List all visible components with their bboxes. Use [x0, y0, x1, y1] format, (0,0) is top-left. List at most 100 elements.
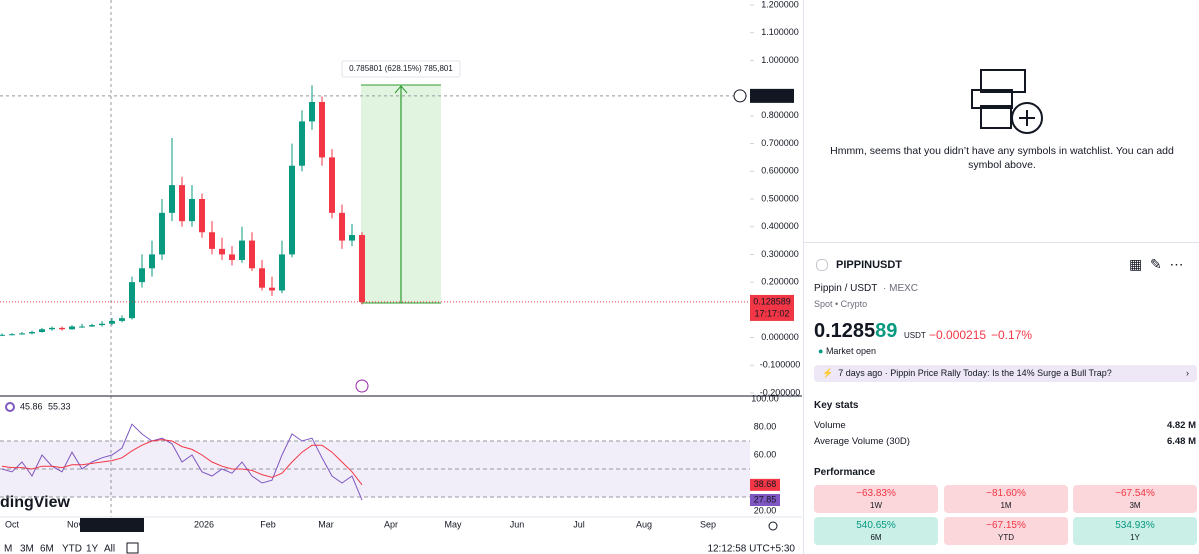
event-icon[interactable] — [355, 379, 369, 393]
candle-body — [109, 320, 115, 324]
rsi-line — [1, 423, 363, 501]
x-tick-label: Feb — [260, 519, 276, 529]
candle-body — [309, 102, 315, 122]
performance-title: Performance — [814, 467, 876, 478]
candle-body — [179, 185, 185, 222]
performance-value: −67.54% — [1115, 488, 1155, 499]
stat-value: 6.48 M — [1166, 436, 1196, 447]
symbol-ticker[interactable]: PIPPINUSDT — [836, 259, 903, 271]
stat-label: Average Volume (30D) — [814, 436, 910, 447]
rsi-tick-label: 20.00 — [754, 505, 777, 515]
candle-body — [199, 199, 205, 233]
candle-body — [49, 327, 55, 330]
candle-body — [59, 327, 65, 330]
y-tick-label: 1.100000 — [761, 27, 799, 37]
symbol-exchange: · MEXC — [883, 283, 918, 294]
performance-cell[interactable]: −67.54% 3M — [1073, 485, 1197, 513]
candle-body — [89, 325, 95, 327]
candle-body — [149, 254, 155, 269]
symbol-kind: Spot • Crypto — [814, 299, 868, 309]
candle-body — [239, 240, 245, 260]
x-tick-label: Jun — [510, 519, 525, 529]
y-tick-label: 0.600000 — [761, 166, 799, 176]
range-button[interactable]: 6M — [40, 544, 54, 554]
rsi-tick-label: 80.00 — [754, 421, 777, 431]
range-button[interactable]: 1Y — [86, 544, 99, 554]
rsi-icon — [5, 402, 15, 412]
performance-period: 6M — [870, 533, 882, 542]
calendar-icon[interactable] — [126, 542, 139, 554]
rsi-tick-label: 60.00 — [754, 449, 777, 459]
y-tick-label: 1.000000 — [761, 55, 799, 65]
candle-body — [39, 329, 45, 333]
candle-body — [129, 282, 135, 319]
performance-period: 3M — [1129, 501, 1141, 510]
candle-body — [169, 185, 175, 213]
performance-cell[interactable]: 540.65% 6M — [814, 517, 938, 545]
rsi-header: 55.33 — [48, 401, 71, 411]
rsi-badge-bg — [750, 478, 780, 491]
candle-body — [299, 121, 305, 166]
performance-period: YTD — [998, 533, 1014, 542]
x-tick-label: Apr — [384, 519, 398, 529]
x-tick-label: Aug — [636, 519, 652, 529]
y-tick-label: -0.100000 — [760, 360, 801, 370]
x-tick-label: Nov — [67, 519, 84, 529]
candle-body — [339, 212, 345, 241]
settings-icon[interactable] — [768, 521, 778, 531]
candle-body — [0, 334, 5, 336]
performance-period: 1Y — [1130, 533, 1140, 542]
candle-body — [79, 326, 85, 328]
candle-body — [229, 254, 235, 260]
status-text: Market open — [825, 346, 876, 356]
x-tick-label: Mar — [318, 519, 334, 529]
performance-cell[interactable]: 534.93% 1Y — [1073, 517, 1197, 545]
performance-cell[interactable]: −63.83% 1W — [814, 485, 938, 513]
y-tick-label: 0.000000 — [761, 332, 799, 342]
change-pct: −0.17% — [991, 328, 1033, 342]
candle-body — [249, 240, 255, 269]
watermark: dingView — [0, 494, 70, 511]
range-button[interactable]: 3M — [20, 544, 34, 554]
measure-arrowhead — [394, 85, 408, 94]
news-text[interactable]: 7 days ago · Pippin Price Rally Today: I… — [838, 368, 1112, 378]
y-tick-label: 1.200000 — [761, 0, 799, 9]
candle-body — [279, 254, 285, 291]
candle-body — [319, 102, 325, 158]
crosshair-date: Tue 18 Nov '25 — [82, 519, 142, 529]
symbol-logo — [816, 259, 828, 271]
header-icons[interactable]: ▦ ✎ ⋯ — [1129, 256, 1184, 272]
y-tick-label: -0.200000 — [760, 387, 801, 397]
symbol-pair: Pippin / USDT — [814, 283, 878, 294]
rsi-badge-bg — [750, 494, 780, 507]
candle-body — [269, 287, 275, 291]
x-tick-label: 2026 — [194, 519, 214, 529]
range-button[interactable]: All — [104, 544, 115, 554]
candle-body — [359, 235, 365, 302]
measure-label: 0.785801 (628.15%) 785,801 — [349, 64, 453, 73]
performance-value: 540.65% — [856, 520, 896, 531]
rsi-badge: 27.85 — [754, 494, 777, 504]
performance-cell[interactable]: −67.15% YTD — [944, 517, 1068, 545]
status: ● Market open — [818, 346, 876, 356]
crosshair-price: 0.872133 — [753, 90, 791, 100]
range-button[interactable]: M — [4, 544, 12, 554]
x-tick-label: May — [444, 519, 462, 529]
countdown: 17:17:02 — [754, 308, 789, 318]
candle-body — [139, 268, 145, 283]
crosshair-price-bg — [750, 88, 794, 103]
range-button[interactable]: YTD — [62, 544, 82, 554]
performance-value: −63.83% — [856, 488, 896, 499]
candle-body — [119, 318, 125, 321]
y-tick-label: 0.300000 — [761, 249, 799, 259]
candle-body — [19, 333, 25, 335]
performance-value: −81.60% — [986, 488, 1026, 499]
chart: 0.785801 (628.15%) 785,801 dingView 1.20… — [0, 0, 802, 554]
performance-cell[interactable]: −81.60% 1M — [944, 485, 1068, 513]
news-bar[interactable]: ⚡ 7 days ago · Pippin Price Rally Today:… — [814, 365, 1197, 382]
performance-value: 534.93% — [1115, 520, 1155, 531]
crosshair-date-bg — [80, 518, 144, 532]
crosshair-plus[interactable] — [733, 89, 747, 103]
candle-body — [189, 199, 195, 222]
